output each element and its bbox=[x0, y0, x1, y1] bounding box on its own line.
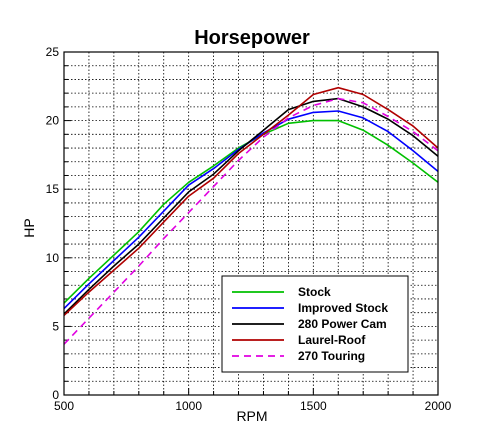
y-tick-label: 0 bbox=[52, 388, 59, 402]
x-tick-label: 2000 bbox=[425, 399, 452, 413]
legend-label: 270 Touring bbox=[298, 349, 365, 363]
y-tick-label: 20 bbox=[46, 114, 60, 128]
plot-frame bbox=[63, 51, 439, 396]
x-tick-label: 1000 bbox=[175, 399, 202, 413]
legend-label: Improved Stock bbox=[298, 301, 388, 315]
chart-title: Horsepower bbox=[194, 27, 310, 49]
legend-label: Stock bbox=[298, 285, 331, 299]
y-tick-label: 5 bbox=[52, 319, 59, 333]
legend-label: 280 Power Cam bbox=[298, 317, 387, 331]
x-axis-label: RPM bbox=[236, 408, 267, 424]
legend: Stock Improved Stock 280 Power Cam Laurel-R… bbox=[221, 275, 409, 373]
y-tick-label: 25 bbox=[46, 45, 60, 59]
series-line-270-touring bbox=[63, 97, 439, 345]
y-tick-label: 10 bbox=[46, 251, 60, 265]
x-tick-label: 1500 bbox=[300, 399, 327, 413]
legend-label: Laurel-Roof bbox=[298, 333, 366, 347]
series-lines bbox=[63, 86, 439, 345]
series-line-280-power-cam bbox=[63, 97, 439, 315]
series-line-laurel-roof bbox=[63, 86, 439, 316]
axis-ticks: 500 1000 1500 2000 0 5 10 15 20 25 bbox=[46, 45, 452, 413]
x-tick-label: 500 bbox=[54, 399, 74, 413]
y-axis-label: HP bbox=[21, 218, 37, 237]
y-tick-label: 15 bbox=[46, 182, 60, 196]
